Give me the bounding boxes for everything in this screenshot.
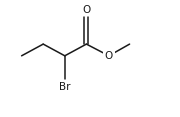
Text: O: O (82, 5, 91, 15)
Text: Br: Br (59, 82, 71, 92)
Text: O: O (105, 51, 113, 61)
